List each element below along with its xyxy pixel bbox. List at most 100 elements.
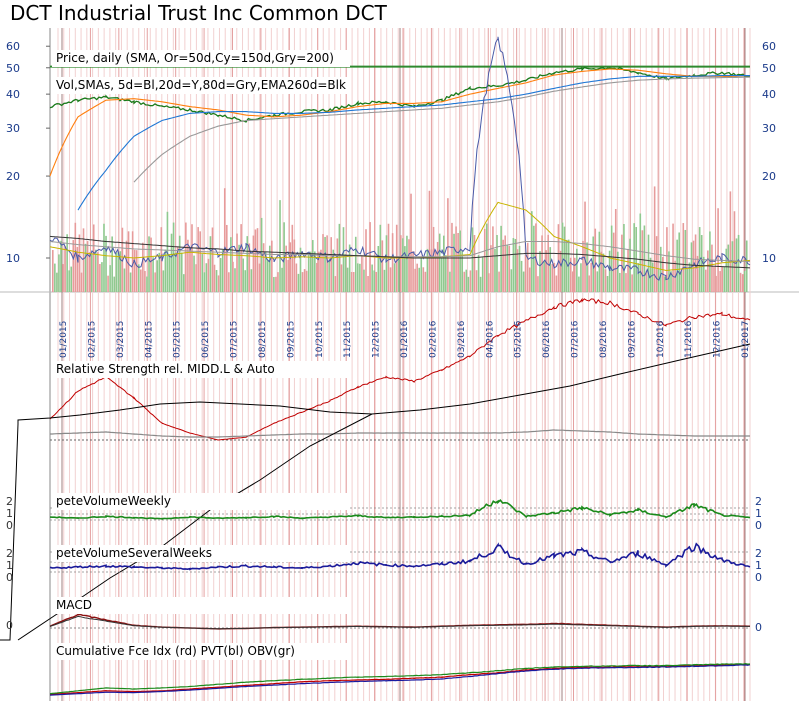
volume-bar xyxy=(440,257,443,292)
volume-bar xyxy=(191,224,193,292)
volume-bar xyxy=(688,262,691,292)
volume-bar xyxy=(393,263,396,292)
macd-tick-right: 0 xyxy=(755,621,762,634)
volume-bar xyxy=(533,225,535,292)
volume-bar xyxy=(174,252,177,292)
volume-bar xyxy=(485,223,488,292)
volume-bar xyxy=(266,260,269,292)
volume-bar xyxy=(520,260,523,292)
volume-bar xyxy=(189,247,191,292)
volume-bar xyxy=(506,245,509,292)
volume-bar xyxy=(187,239,189,292)
volume-bar xyxy=(119,251,122,292)
volume-bar xyxy=(559,250,562,292)
volume-bar xyxy=(514,238,517,292)
volume-bar xyxy=(238,244,240,292)
volume-bar xyxy=(250,269,253,292)
volume-bar xyxy=(725,248,728,292)
volume-bars xyxy=(52,186,748,292)
volume-bar xyxy=(400,235,402,292)
volume-bar xyxy=(142,242,144,292)
volume-bar xyxy=(236,233,238,292)
volume-bar xyxy=(352,272,355,292)
volume-bar xyxy=(336,238,339,292)
volume-bar xyxy=(477,255,480,292)
volume-bar xyxy=(78,234,81,292)
volume-bar xyxy=(445,255,447,292)
volume-bar xyxy=(500,225,502,292)
pvsw-tick-right: 1 xyxy=(755,559,762,572)
volume-bar xyxy=(125,240,128,292)
volume-bar xyxy=(287,259,290,292)
volume-bar xyxy=(565,239,568,292)
volume-bar xyxy=(504,235,506,292)
volume-bar xyxy=(168,254,171,292)
pvw-label-text: peteVolumeWeekly xyxy=(56,494,172,508)
volume-bar xyxy=(557,224,560,292)
volume-bar xyxy=(354,236,357,292)
volume-bar xyxy=(289,242,292,292)
volume-bar xyxy=(406,235,408,292)
x-tick-label: 12/2015 xyxy=(372,321,382,358)
volume-bar xyxy=(107,275,109,292)
volume-bar xyxy=(105,235,107,292)
volume-bar xyxy=(140,269,142,292)
volume-bar xyxy=(86,241,89,292)
volume-bar xyxy=(451,222,453,292)
volume-bar xyxy=(668,251,670,292)
volume-bar xyxy=(232,261,234,292)
volume-bar xyxy=(733,211,736,292)
volume-bar xyxy=(696,255,699,292)
volume-bar xyxy=(84,243,87,292)
volume-bar xyxy=(109,265,111,292)
volume-bar xyxy=(346,267,349,292)
x-tick-label: 06/2015 xyxy=(201,321,211,358)
volume-bar xyxy=(633,223,635,292)
x-tick-label: 06/2016 xyxy=(542,320,552,358)
volume-bar xyxy=(203,272,206,292)
x-tick-label: 01/2017 xyxy=(741,321,751,358)
volume-bar xyxy=(432,226,435,292)
volume-bar xyxy=(221,249,224,292)
volume-bar xyxy=(115,252,118,292)
volume-bar xyxy=(702,256,705,292)
macd-label: MACD xyxy=(52,597,350,614)
volume-bar xyxy=(684,229,687,292)
volume-bar xyxy=(170,233,173,292)
volume-bar xyxy=(381,240,384,292)
volume-bar xyxy=(522,271,525,292)
volume-bar xyxy=(414,268,416,292)
volume-bar xyxy=(385,235,388,292)
volume-bar xyxy=(301,272,304,292)
volume-bar xyxy=(359,263,361,292)
volume-bar xyxy=(408,239,410,292)
volume-bar xyxy=(596,271,599,292)
volume-bar xyxy=(402,238,404,292)
volume-bar xyxy=(404,246,406,292)
volume-bar xyxy=(76,246,79,292)
pvw-tick-left: 0 xyxy=(6,519,13,532)
pvsw-tick-left: 0 xyxy=(6,571,13,584)
macd-label-text: MACD xyxy=(56,598,92,612)
volume-bar xyxy=(66,234,68,292)
x-axis-labels: 01/2015 02/2015 03/2015 04/2015 05/2015 06/20… xyxy=(59,320,751,358)
volume-bar xyxy=(158,252,161,292)
x-tick-label: 05/2016 xyxy=(514,320,524,358)
volume-bar xyxy=(264,251,267,292)
volume-bar xyxy=(311,240,314,292)
volume-bar xyxy=(195,264,197,292)
volume-bar xyxy=(248,243,251,292)
volume-bar xyxy=(447,198,449,292)
volume-bar xyxy=(576,248,578,292)
volume-bar xyxy=(185,222,187,292)
pvsw-series xyxy=(49,542,751,571)
volume-bar xyxy=(299,247,302,292)
volume-bar xyxy=(90,254,93,292)
volume-bar xyxy=(226,224,228,292)
volume-bar xyxy=(600,251,603,292)
volume-bar xyxy=(637,263,640,292)
volume-bar xyxy=(492,226,494,292)
rs-auto-line xyxy=(17,343,751,424)
volume-bar xyxy=(314,251,316,292)
